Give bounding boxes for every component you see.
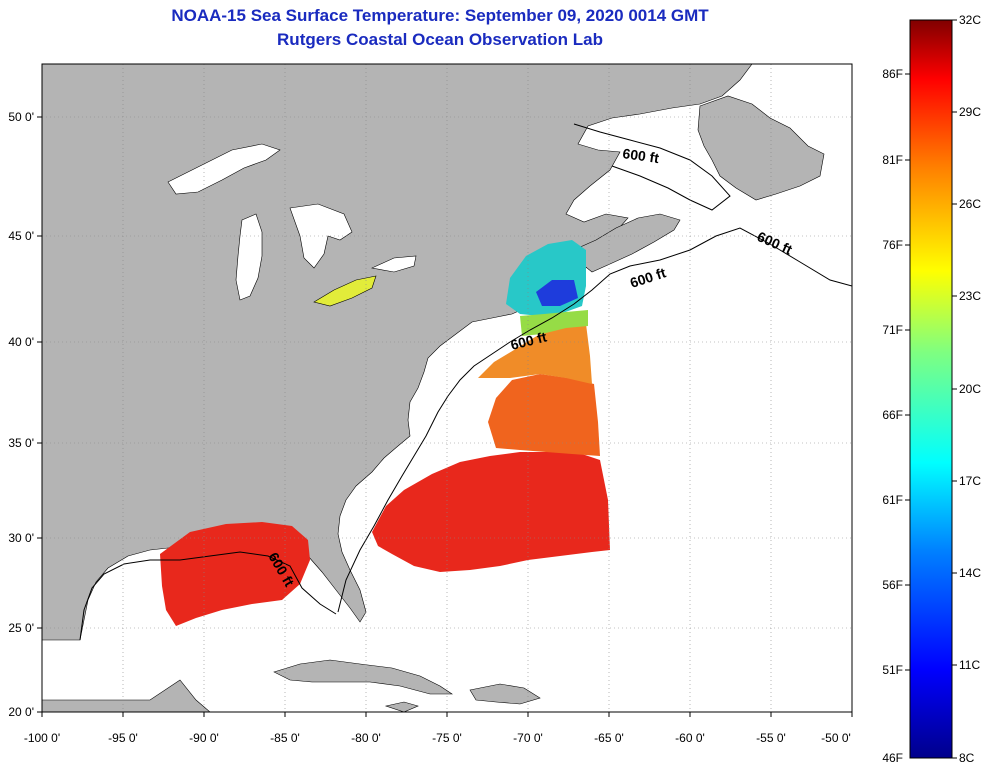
- land-hispaniola: [469, 683, 541, 705]
- sst-gulf-of-mexico: [160, 522, 310, 626]
- lon-label: -90 0': [189, 731, 219, 745]
- colorbar-celsius-label: 26C: [959, 197, 981, 211]
- colorbar-ticks: [905, 19, 957, 759]
- lat-label: 30 0': [8, 531, 34, 545]
- axis-ticks: [37, 116, 853, 717]
- colorbar-fahrenheit-label: 61F: [882, 493, 903, 507]
- colorbar-celsius-label: 32C: [959, 13, 981, 27]
- lon-label: -85 0': [270, 731, 300, 745]
- lon-label: -70 0': [513, 731, 543, 745]
- lon-label: -95 0': [108, 731, 138, 745]
- lake-erie: [313, 275, 377, 307]
- sst-atlantic-mid: [478, 324, 592, 384]
- colorbar-celsius-label: 20C: [959, 382, 981, 396]
- colorbar-celsius-label: 23C: [959, 289, 981, 303]
- land-nova-scotia: [577, 213, 681, 273]
- lake-ontario: [371, 255, 417, 273]
- sst-atlantic-gulfstream: [488, 374, 600, 456]
- colorbar-fahrenheit-label: 51F: [882, 663, 903, 677]
- colorbar-fahrenheit-label: 71F: [882, 323, 903, 337]
- lat-label: 20 0': [8, 705, 34, 719]
- graticule: [42, 64, 852, 712]
- lake-superior: [167, 143, 281, 195]
- lon-label: -100 0': [24, 731, 60, 745]
- colorbar-celsius-label: 29C: [959, 105, 981, 119]
- map-subtitle: Rutgers Coastal Ocean Observation Lab: [277, 30, 603, 49]
- map-title: NOAA-15 Sea Surface Temperature: Septemb…: [171, 6, 709, 25]
- lat-label: 40 0': [8, 335, 34, 349]
- lat-label: 45 0': [8, 229, 34, 243]
- contour-600ft-gulf-stlawrence: [573, 123, 731, 211]
- colorbar-fahrenheit-label: 56F: [882, 578, 903, 592]
- lon-label: -75 0': [432, 731, 462, 745]
- land-cuba: [273, 659, 453, 695]
- colorbar-celsius-label: 17C: [959, 474, 981, 488]
- lat-label: 25 0': [8, 621, 34, 635]
- lon-label: -80 0': [351, 731, 381, 745]
- land-newfoundland: [697, 95, 825, 201]
- colorbar-celsius-label: 11C: [959, 658, 980, 672]
- lat-label: 50 0': [8, 110, 34, 124]
- lon-label: -65 0': [594, 731, 624, 745]
- colorbar-fahrenheit-label: 81F: [882, 153, 903, 167]
- colorbar-fahrenheit-label: 86F: [882, 67, 903, 81]
- land-jamaica: [384, 701, 419, 712]
- colorbar: [909, 19, 953, 759]
- colorbar-celsius-label: 8C: [959, 751, 975, 765]
- contour-600ft-atlantic: [337, 227, 852, 613]
- contour-600ft-gulf: [79, 551, 337, 641]
- lake-huron: [289, 203, 353, 269]
- lon-label: -50 0': [821, 731, 851, 745]
- lon-label: -55 0': [756, 731, 786, 745]
- sst-atlantic-south: [372, 452, 610, 572]
- colorbar-fahrenheit-label: 46F: [882, 751, 903, 765]
- lake-michigan: [235, 213, 263, 301]
- colorbar-celsius-label: 14C: [959, 566, 981, 580]
- colorbar-fahrenheit-label: 66F: [882, 408, 903, 422]
- land-yucatan: [42, 679, 211, 712]
- sst-shelf-green: [520, 310, 588, 336]
- sst-cold-patch: [536, 280, 578, 306]
- colorbar-fahrenheit-label: 76F: [882, 238, 903, 252]
- lon-label: -60 0': [675, 731, 705, 745]
- contour-label: 600 ft: [622, 145, 661, 166]
- lat-label: 35 0': [8, 436, 34, 450]
